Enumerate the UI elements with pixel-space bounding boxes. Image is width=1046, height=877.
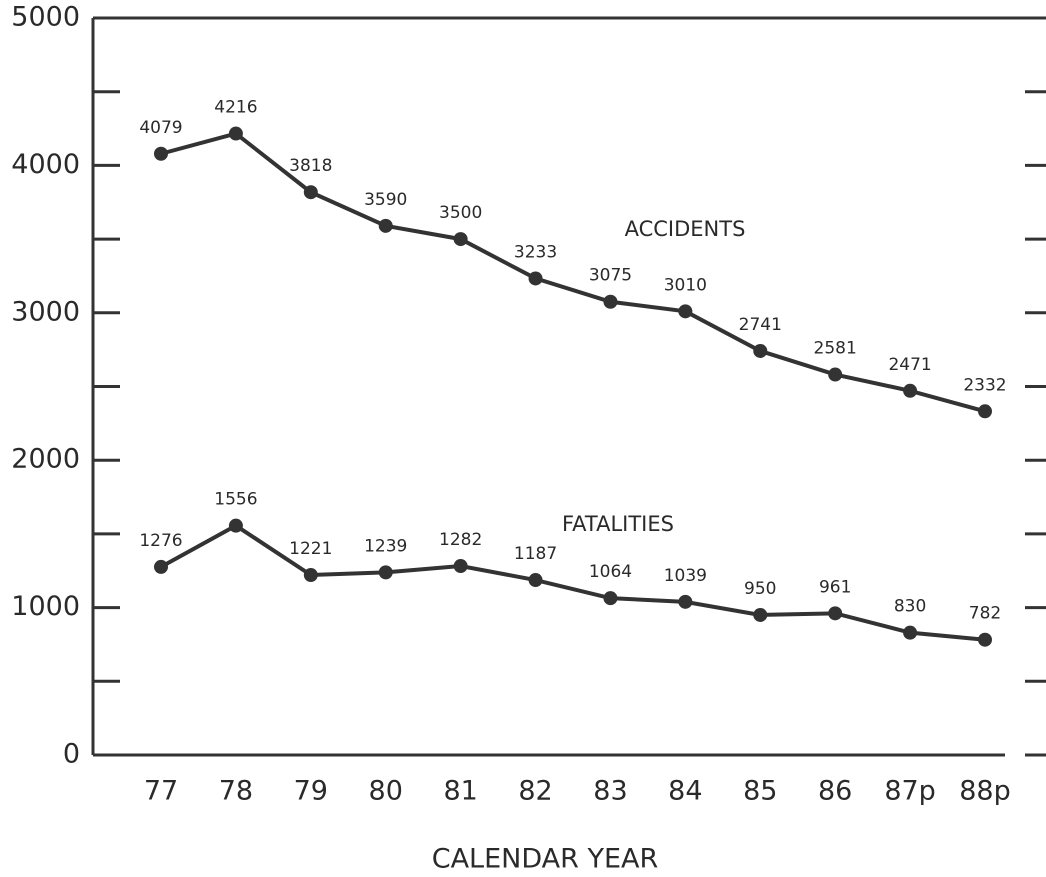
data-label: 4216: [214, 98, 257, 118]
x-tick-label: 81: [443, 776, 477, 807]
x-tick-label: 83: [593, 776, 627, 807]
data-point: [678, 304, 693, 319]
y-tick-label: 5000: [11, 2, 80, 33]
data-point: [903, 383, 918, 398]
data-point: [154, 146, 168, 161]
x-tick-label: 79: [294, 776, 328, 807]
data-point: [978, 632, 992, 647]
x-tick-label: 85: [743, 776, 777, 807]
data-label: 1556: [214, 490, 257, 510]
data-point: [678, 594, 693, 609]
data-point: [528, 573, 543, 588]
y-tick-label: 1000: [11, 591, 80, 622]
x-axis-label: CALENDAR YEAR: [432, 844, 659, 875]
data-point: [453, 559, 468, 574]
y-tick-label: 0: [63, 739, 80, 770]
data-label: 2332: [963, 375, 1006, 395]
data-point: [603, 294, 618, 309]
data-label: 1276: [139, 531, 182, 551]
data-point: [453, 232, 468, 247]
data-label: 830: [894, 597, 926, 617]
data-label: 1187: [514, 544, 557, 564]
data-label: 3590: [364, 190, 407, 210]
data-point: [154, 559, 168, 574]
data-label: 2741: [739, 315, 782, 335]
data-point: [753, 343, 768, 358]
x-tick-label: 78: [219, 776, 253, 807]
data-point: [378, 565, 393, 580]
x-tick-label: 84: [668, 776, 702, 807]
data-label: 2581: [814, 339, 857, 359]
data-label: 950: [744, 579, 776, 599]
data-label: 1039: [664, 566, 707, 586]
series-label: FATALITIES: [562, 512, 674, 536]
x-tick-label: 88p: [959, 776, 1011, 807]
data-point: [828, 606, 843, 621]
series-label: ACCIDENTS: [625, 217, 746, 241]
data-label: 2471: [888, 355, 931, 375]
data-label: 1064: [589, 562, 632, 582]
y-tick-label: 2000: [11, 444, 80, 475]
data-label: 961: [819, 577, 851, 597]
y-tick-label: 4000: [11, 149, 80, 180]
series-line: [160, 131, 986, 414]
data-point: [228, 518, 243, 533]
data-label: 782: [969, 604, 1001, 624]
x-tick-label: 77: [144, 776, 178, 807]
series-line: [160, 523, 986, 642]
data-label: 3500: [439, 203, 482, 223]
data-point: [828, 367, 843, 382]
data-label: 1239: [364, 536, 407, 556]
data-label: 3075: [589, 266, 632, 286]
x-tick-label: 80: [369, 776, 403, 807]
data-point: [603, 591, 618, 606]
data-label: 3818: [289, 156, 332, 176]
data-point: [303, 568, 318, 583]
data-point: [903, 625, 918, 640]
x-tick-label: 87p: [884, 776, 936, 807]
data-point: [228, 126, 243, 141]
data-point: [378, 218, 393, 233]
data-label: 4079: [139, 118, 182, 138]
data-point: [528, 271, 543, 286]
data-label: 3233: [514, 242, 557, 262]
data-label: 3010: [664, 275, 707, 295]
data-label: 1221: [289, 539, 332, 559]
data-point: [303, 185, 318, 200]
y-tick-label: 3000: [11, 296, 80, 327]
data-label: 1282: [439, 530, 482, 550]
data-point: [753, 607, 768, 622]
x-tick-label: 86: [818, 776, 852, 807]
x-tick-label: 82: [518, 776, 552, 807]
data-point: [978, 404, 992, 419]
